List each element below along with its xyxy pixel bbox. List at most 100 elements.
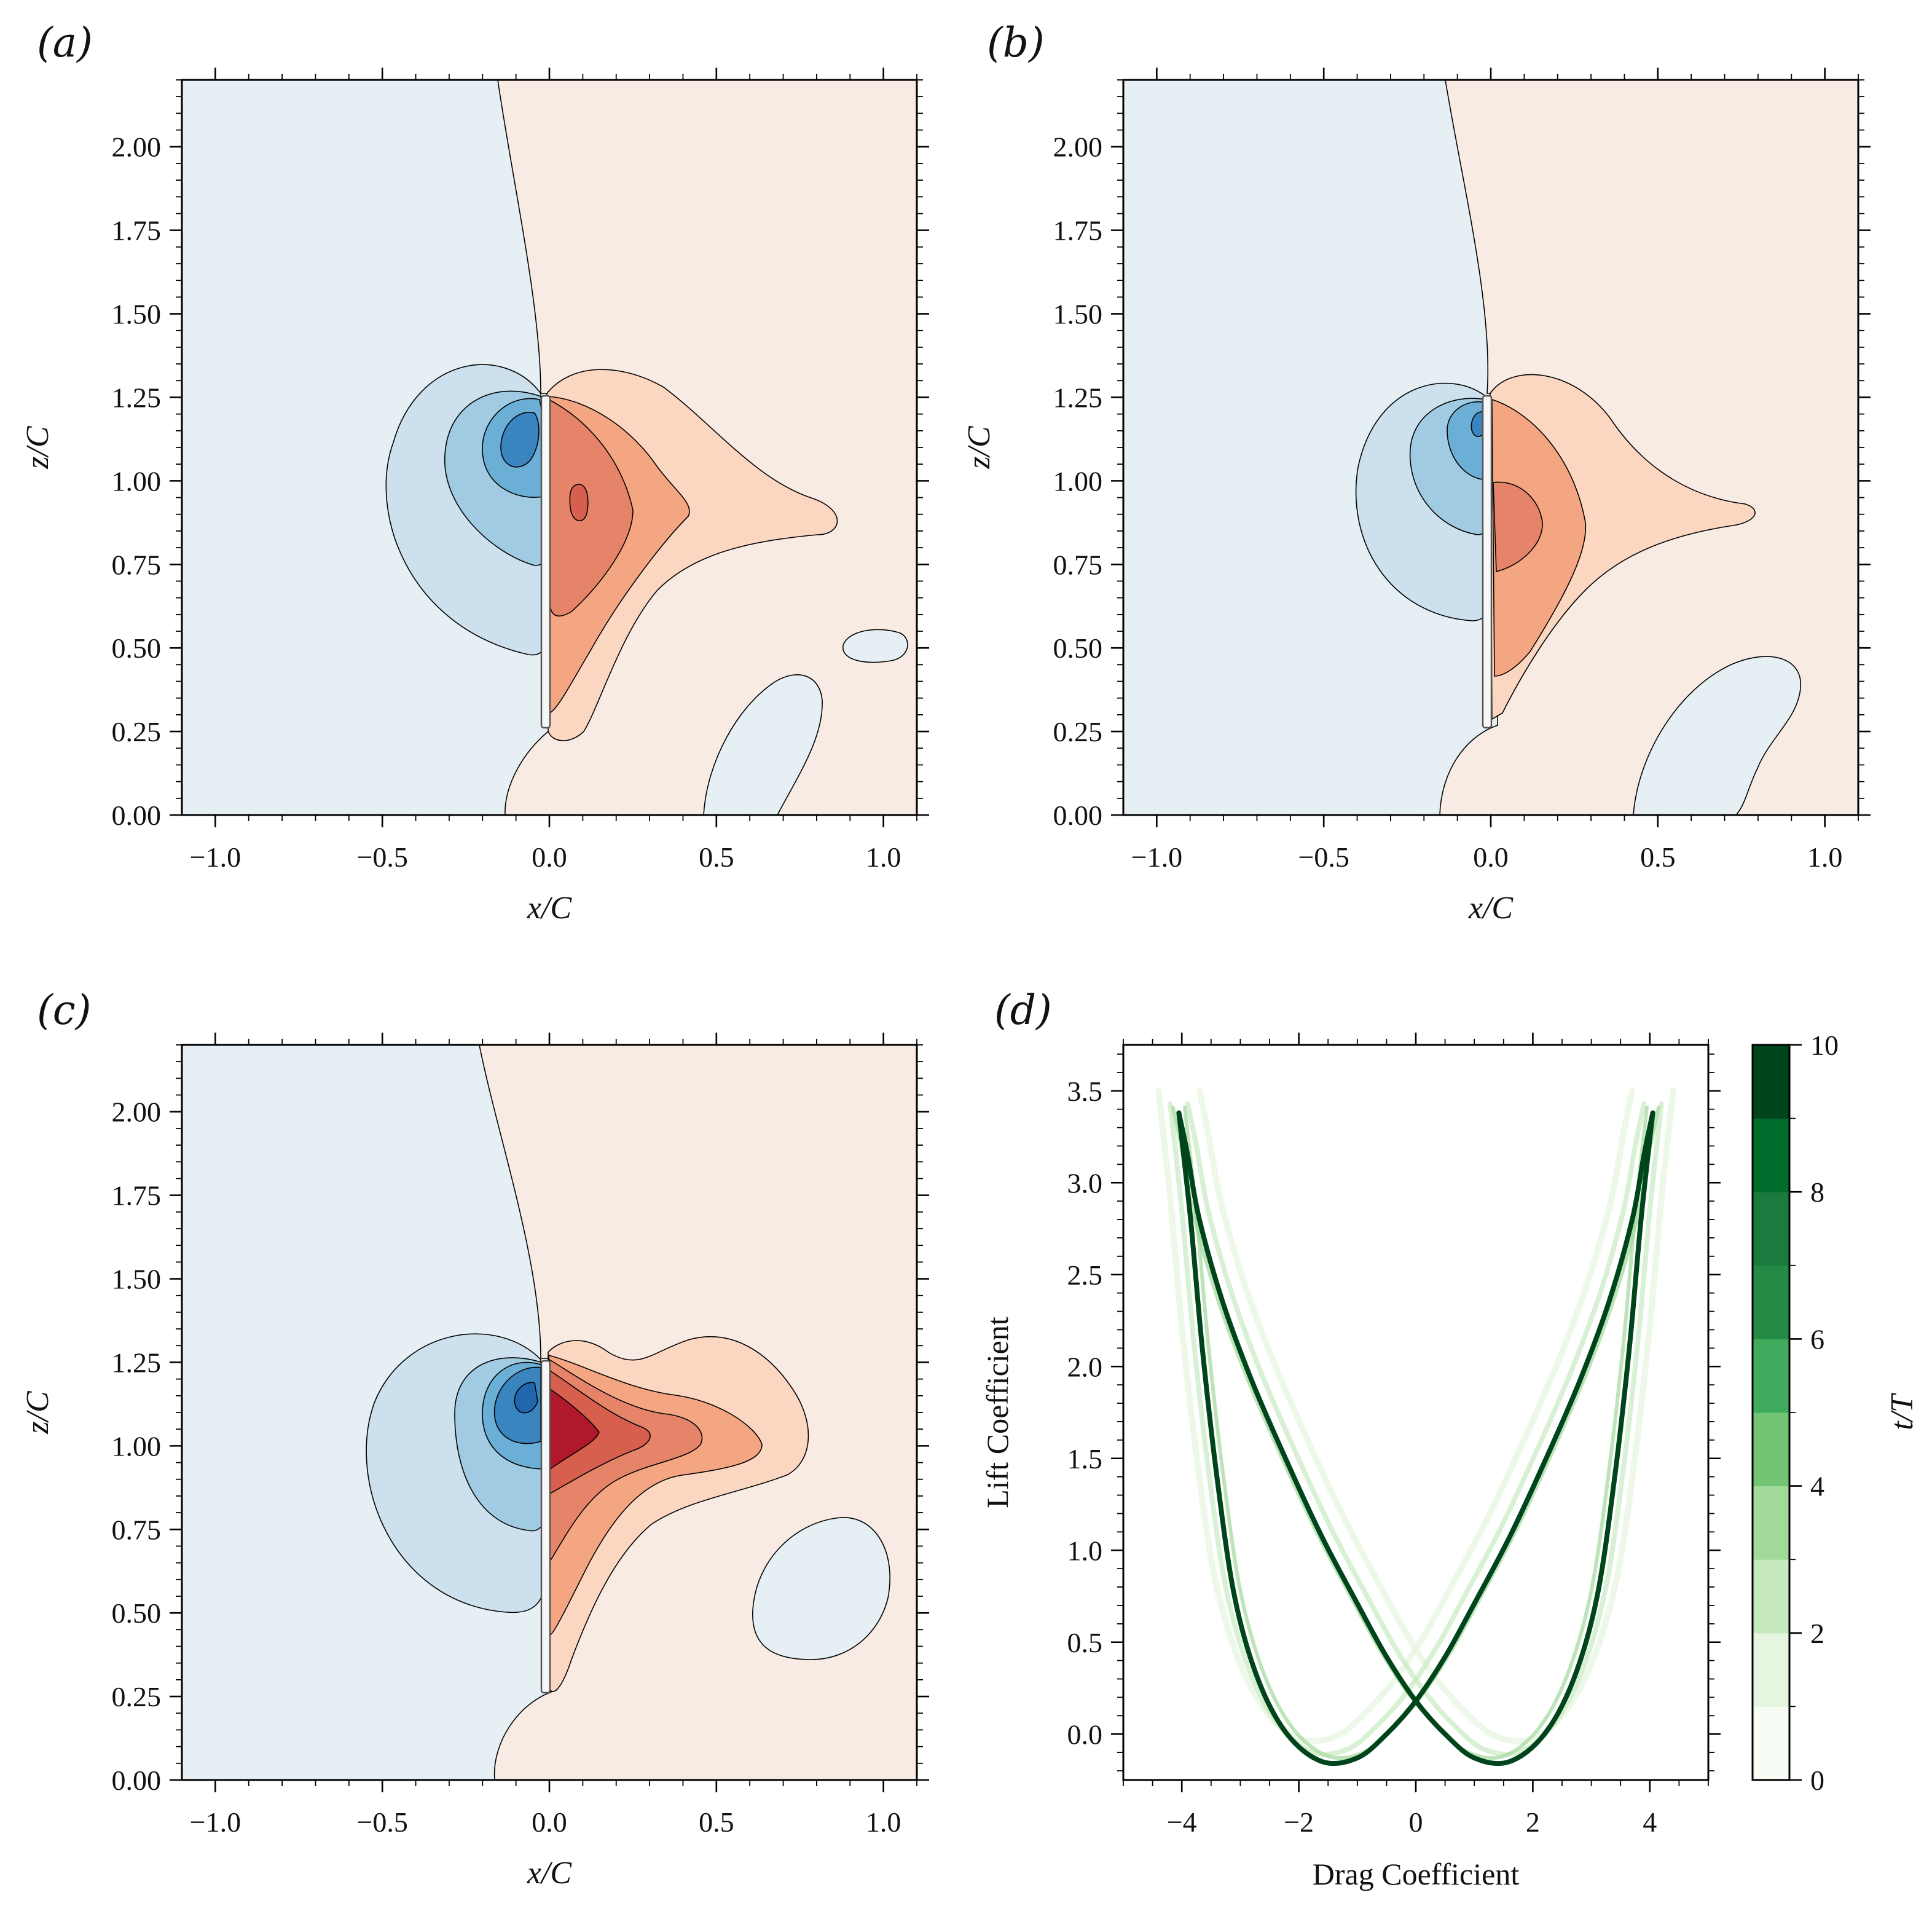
y-tick-label: 0.0	[1067, 1719, 1103, 1750]
positive-level3-b	[1493, 481, 1543, 573]
ylabel-d: Lift Coefficient	[980, 1317, 1015, 1508]
colorbar-tick-label: 0	[1810, 1765, 1824, 1796]
plate-c	[540, 1360, 551, 1694]
colorbar-segment	[1753, 1045, 1789, 1119]
y-tick-label: 0.25	[1053, 716, 1103, 747]
positive-level4-c	[549, 1369, 651, 1495]
y-tick-label: 0.50	[1053, 632, 1103, 664]
colorbar-segment	[1753, 1486, 1789, 1560]
colorbar-tick-label: 6	[1810, 1323, 1824, 1355]
y-tick-label: 0.75	[112, 549, 162, 580]
x-tick-label: −1.0	[190, 1806, 241, 1838]
y-tick-label: 0.75	[112, 1514, 162, 1545]
x-tick-label: −2	[1284, 1806, 1314, 1838]
contour-field-c	[182, 1045, 917, 1780]
xlabel-c: x/C	[527, 1856, 573, 1891]
y-tick-label: 2.00	[1053, 132, 1103, 163]
contour-panel-b: −1.0 −0.5 0.0 0.5 1.0 0.00 0.25 0.50 0.75 1.00 1.2…	[962, 68, 1871, 926]
x-tick-label: −0.5	[356, 1806, 407, 1838]
colorbar-segment	[1753, 1706, 1789, 1781]
x-tick-label: 0	[1409, 1806, 1423, 1838]
panel-label-a: (a)	[37, 19, 93, 66]
x-tick-label: 4	[1643, 1806, 1657, 1838]
y-tick-label: 0.75	[1053, 549, 1103, 580]
y-tick-label: 2.00	[112, 132, 162, 163]
y-tick-label: 1.75	[1053, 215, 1103, 246]
y-tick-label: 1.50	[1053, 299, 1103, 330]
loop-series-1	[1176, 1110, 1655, 1766]
positive-level4-a	[569, 484, 589, 522]
negative-region-right-c	[752, 1517, 890, 1660]
ylabel-a: z/C	[20, 425, 55, 470]
y-tick-label: 0.5	[1067, 1627, 1103, 1658]
negative-level4-a	[500, 412, 540, 468]
plot-area-d	[1123, 1045, 1708, 1780]
plate-b	[1482, 395, 1493, 729]
y-tick-label: 0.50	[112, 632, 162, 664]
colorbar: 0 2 4 6 8 10	[1751, 1030, 1839, 1796]
y-tick-label: 0.00	[112, 800, 162, 831]
x-tick-label: 1.0	[866, 841, 901, 873]
y-tick-label: 0.50	[112, 1597, 162, 1629]
x-tick-label: −4	[1167, 1806, 1197, 1838]
x-tick-label: 2	[1526, 1806, 1540, 1838]
colorbar-tick-label: 4	[1810, 1471, 1824, 1502]
colorbar-segment	[1753, 1559, 1789, 1634]
y-tick-label: 3.0	[1067, 1167, 1103, 1199]
x-tick-label: −0.5	[356, 841, 407, 873]
ticks-d: −4 −2 0 2 4 0.0 0.5 1.0 1.5 2.0 2.5 3.0 3.5	[1067, 1033, 1721, 1838]
y-tick-label: 0.25	[112, 716, 162, 747]
x-tick-label: −1.0	[190, 841, 241, 873]
x-tick-label: 0.5	[699, 1806, 734, 1838]
y-tick-label: 3.5	[1067, 1076, 1103, 1107]
panel-label-d: (d)	[994, 987, 1052, 1034]
y-tick-label: 2.5	[1067, 1259, 1103, 1291]
y-tick-label: 1.00	[112, 1430, 162, 1462]
panel-label-b: (b)	[987, 19, 1045, 66]
negative-region-right-a	[842, 629, 908, 663]
colorbar-segment	[1753, 1192, 1789, 1266]
y-tick-label: 1.50	[112, 1264, 162, 1295]
contour-field-b	[1123, 80, 1858, 815]
negative-region-bottom-b	[1633, 656, 1801, 815]
x-tick-label: 1.0	[866, 1806, 901, 1838]
y-tick-label: 1.75	[112, 1180, 162, 1211]
xlabel-d: Drag Coefficient	[1313, 1857, 1520, 1891]
negative-region-bottom-a	[703, 674, 823, 815]
y-tick-label: 0.25	[112, 1681, 162, 1712]
contour-panel-a: −1.0 −0.5 0.0 0.5 1.0 0.00 0.25 0.50 0.75 1.00 1.2…	[20, 68, 929, 926]
colorbar-label: t/T	[1885, 1393, 1920, 1430]
ylabel-b: z/C	[962, 425, 997, 470]
faint-trace-2	[1168, 1101, 1647, 1757]
y-tick-label: 1.00	[1053, 465, 1103, 497]
y-tick-label: 1.75	[112, 215, 162, 246]
colorbar-tick-label: 2	[1810, 1618, 1824, 1649]
loop-series-2	[1176, 1110, 1655, 1766]
x-tick-label: 0.0	[532, 1806, 567, 1838]
ticks-b: −1.0 −0.5 0.0 0.5 1.0 0.00 0.25 0.50 0.75 1.00 1.2…	[1053, 68, 1871, 873]
colorbar-segment	[1753, 1118, 1789, 1192]
faint-trace-2	[1185, 1101, 1664, 1757]
y-tick-label: 2.00	[112, 1097, 162, 1128]
xlabel-b: x/C	[1468, 891, 1514, 926]
x-tick-label: 0.0	[532, 841, 567, 873]
y-tick-label: 1.5	[1067, 1443, 1103, 1475]
ylabel-c: z/C	[20, 1390, 55, 1435]
plate-a	[540, 395, 551, 729]
colorbar-tick-label: 8	[1810, 1176, 1824, 1208]
x-tick-label: 0.0	[1473, 841, 1509, 873]
colorbar-segment	[1753, 1632, 1789, 1707]
colorbar-tick-label: 10	[1810, 1030, 1839, 1061]
y-tick-label: 1.0	[1067, 1535, 1103, 1566]
y-tick-label: 1.00	[112, 465, 162, 497]
colorbar-segment	[1753, 1265, 1789, 1339]
series-layer-d	[1155, 1087, 1676, 1766]
positive-level5-c	[549, 1388, 600, 1470]
faint-trace-1	[1196, 1087, 1676, 1745]
y-tick-label: 2.0	[1067, 1351, 1103, 1382]
panel-label-c: (c)	[37, 987, 91, 1034]
y-tick-label: 1.50	[112, 299, 162, 330]
positive-level3-a	[548, 398, 634, 616]
x-tick-label: −1.0	[1131, 841, 1182, 873]
